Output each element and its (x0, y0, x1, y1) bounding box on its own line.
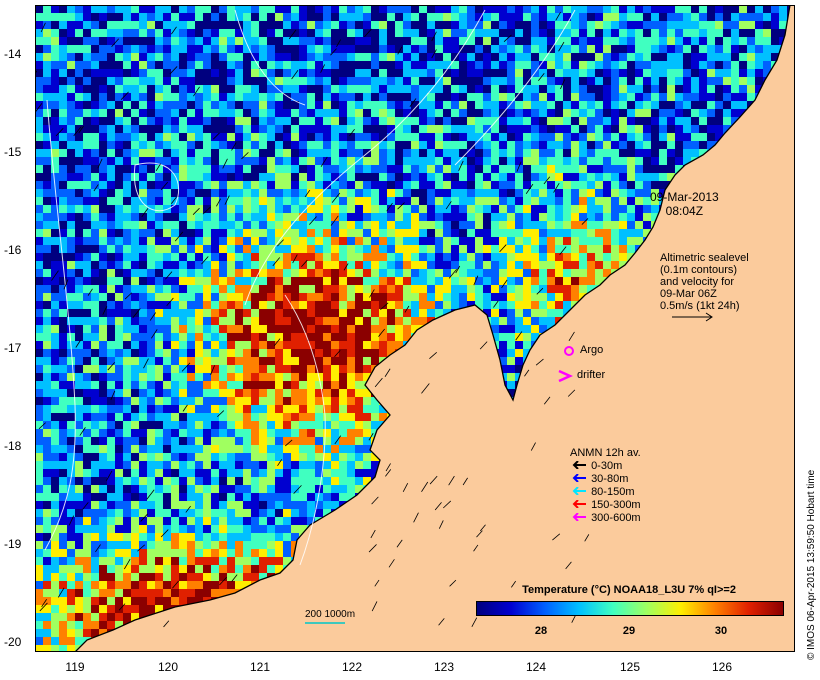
colorbar (476, 601, 784, 616)
anmn-legend-entry: 300-600m (572, 512, 641, 524)
argo-marker-icon (564, 346, 574, 356)
sst-map-canvas (35, 5, 795, 652)
drifter-marker-icon (558, 369, 573, 383)
lon-label: 126 (711, 660, 733, 674)
timestamp-box: 09-Mar-2013 08:04Z (650, 190, 719, 218)
anmn-legend: ANMN 12h av. 0-30m 30-80m 80-150m 150-30… (568, 447, 688, 527)
reference-velocity-arrow (672, 312, 713, 322)
arrow-icon (572, 460, 586, 470)
colorbar-tick: 30 (714, 625, 728, 637)
altimetric-line: and velocity for (660, 276, 734, 288)
arrow-icon (572, 473, 586, 483)
land-mass (74, 5, 795, 652)
arrow-icon (572, 486, 586, 496)
drifter-label: drifter (577, 369, 606, 381)
scale-bar (305, 622, 345, 624)
arrow-icon (572, 512, 586, 522)
anmn-legend-entry: 30-80m (572, 473, 628, 485)
lat-label: -15 (4, 145, 22, 159)
anmn-legend-entry: 150-300m (572, 499, 641, 511)
lat-label: -18 (4, 439, 22, 453)
velocity-arrows (35, 11, 590, 628)
altimetric-line: 0.5m/s (1kt 24h) (660, 300, 740, 312)
scale-bar-label: 200 1000m (305, 609, 356, 620)
sst-map (35, 5, 795, 652)
anmn-legend-title: ANMN 12h av. (570, 447, 641, 459)
lon-label: 123 (433, 660, 455, 674)
altimetric-line: (0.1m contours) (660, 264, 738, 276)
anmn-entry-label: 300-600m (591, 512, 641, 524)
sealevel-contours (44, 9, 576, 566)
lon-label: 122 (341, 660, 363, 674)
anmn-entry-label: 80-150m (591, 486, 635, 498)
anmn-legend-entry: 0-30m (572, 460, 622, 472)
time-line: 08:04Z (665, 204, 704, 218)
colorbar-tick: 28 (534, 625, 548, 637)
anmn-legend-entry: 80-150m (572, 486, 634, 498)
lon-label: 121 (249, 660, 271, 674)
lon-label: 124 (525, 660, 547, 674)
lon-label: 119 (65, 660, 85, 674)
altimetric-line: Altimetric sealevel (660, 252, 749, 264)
lon-label: 125 (619, 660, 641, 674)
colorbar-tick: 29 (622, 625, 636, 637)
lat-label: -19 (4, 537, 22, 551)
credit-text: © IMOS 06-Apr-2015 13:59:50 Hobart time (806, 469, 817, 660)
anmn-entry-label: 0-30m (591, 460, 623, 472)
lon-label: 120 (157, 660, 179, 674)
colorbar-title: Temperature (°C) NOAA18_L3U 7% qI>=2 (522, 584, 736, 596)
lat-label: -16 (4, 243, 22, 257)
lat-label: -14 (4, 47, 22, 61)
lat-label: -17 (4, 341, 22, 355)
anmn-entry-label: 30-80m (591, 473, 629, 485)
altimetric-line: 09-Mar 06Z (660, 288, 717, 300)
arrow-icon (572, 499, 586, 509)
date-line: 09-Mar-2013 (650, 190, 719, 204)
altimetric-note: Altimetric sealevel (0.1m contours) and … (660, 252, 749, 322)
anmn-entry-label: 150-300m (591, 499, 641, 511)
argo-label: Argo (580, 344, 604, 356)
lat-label: -20 (4, 635, 22, 649)
